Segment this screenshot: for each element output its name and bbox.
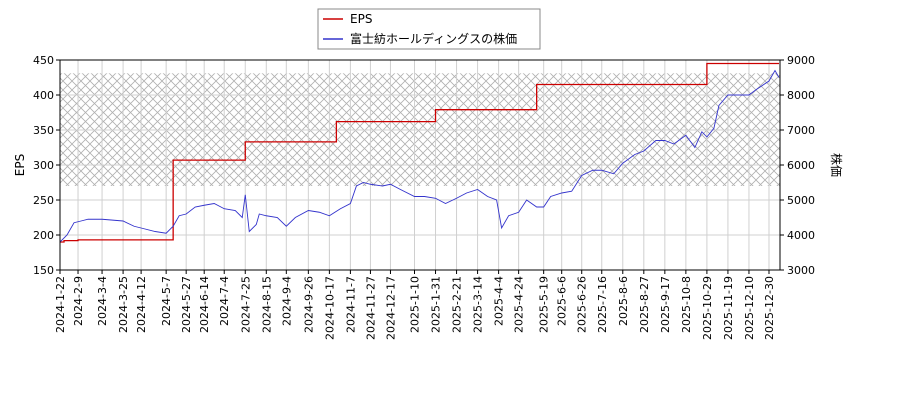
- x-tick-label: 2024-3-25: [117, 276, 130, 333]
- x-tick-label: 2024-11-27: [364, 276, 377, 340]
- right-y-tick-label: 3000: [787, 264, 815, 277]
- x-tick-label: 2025-8-6: [617, 276, 630, 326]
- x-tick-label: 2024-5-27: [180, 276, 193, 333]
- right-y-tick-label: 7000: [787, 124, 815, 137]
- x-tick-label: 2024-8-15: [260, 276, 273, 333]
- x-tick-label: 2025-6-26: [576, 276, 589, 333]
- left-y-tick-label: 250: [33, 194, 54, 207]
- x-tick-label: 2024-11-7: [344, 276, 357, 333]
- x-tick-label: 2025-5-19: [538, 276, 551, 333]
- legend: EPS 富士紡ホールディングスの株価: [317, 8, 541, 50]
- legend-label: 富士紡ホールディングスの株価: [350, 31, 517, 46]
- x-tick-label: 2024-5-7: [160, 276, 173, 326]
- x-tick-label: 2024-7-4: [218, 276, 231, 326]
- x-tick-label: 2025-12-10: [743, 276, 756, 340]
- left-y-tick-label: 350: [33, 124, 54, 137]
- x-tick-label: 2025-1-10: [408, 276, 421, 333]
- right-y-tick-label: 4000: [787, 229, 815, 242]
- x-tick-label: 2025-3-14: [472, 276, 485, 333]
- left-axis-title: EPS: [13, 154, 27, 176]
- left-y-tick-label: 200: [33, 229, 54, 242]
- x-tick-label: 2025-12-30: [763, 276, 776, 340]
- x-tick-label: 2024-1-22: [54, 276, 67, 333]
- x-tick-label: 2024-7-25: [239, 276, 252, 333]
- x-tick-label: 2025-2-21: [451, 276, 464, 333]
- price-line: [60, 69, 780, 243]
- left-y-tick-label: 300: [33, 159, 54, 172]
- x-tick-label: 2024-3-4: [96, 276, 109, 326]
- right-y-tick-label: 6000: [787, 159, 815, 172]
- x-tick-label: 2025-7-16: [596, 276, 609, 333]
- left-y-tick-label: 150: [33, 264, 54, 277]
- x-tick-label: 2024-12-17: [384, 276, 397, 340]
- series-layer: [60, 62, 780, 243]
- x-tick-label: 2025-10-29: [701, 276, 714, 340]
- right-axis-title: 株価: [829, 153, 844, 177]
- right-y-tick-label: 5000: [787, 194, 815, 207]
- x-tick-label: 2024-9-4: [280, 276, 293, 326]
- x-tick-label: 2025-1-31: [430, 276, 443, 333]
- x-tick-label: 2024-10-17: [323, 276, 336, 340]
- axes: 150 200 250 300 350 400 450 3000 4000 5000 6000 700…: [13, 54, 844, 340]
- legend-box: [317, 8, 541, 50]
- x-tick-label: 2025-8-27: [638, 276, 651, 333]
- x-tick-label: 2025-6-6: [556, 276, 569, 326]
- x-tick-label: 2024-2-9: [72, 276, 85, 326]
- x-tick-label: 2025-10-8: [680, 276, 693, 333]
- left-y-tick-label: 400: [33, 89, 54, 102]
- legend-label: EPS: [350, 12, 372, 26]
- x-tick-label: 2024-9-26: [302, 276, 315, 333]
- right-y-tick-label: 8000: [787, 89, 815, 102]
- left-y-tick-label: 450: [33, 54, 54, 67]
- x-tick-label: 2025-9-17: [659, 276, 672, 333]
- x-tick-label: 2024-6-14: [198, 276, 211, 333]
- x-tick-label: 2025-11-19: [722, 276, 735, 340]
- x-tick-label: 2024-4-12: [135, 276, 148, 333]
- eps-line: [60, 62, 779, 243]
- right-y-tick-label: 9000: [787, 54, 815, 67]
- x-tick-label: 2025-4-4: [493, 276, 506, 326]
- x-tick-label: 2025-4-24: [513, 276, 526, 333]
